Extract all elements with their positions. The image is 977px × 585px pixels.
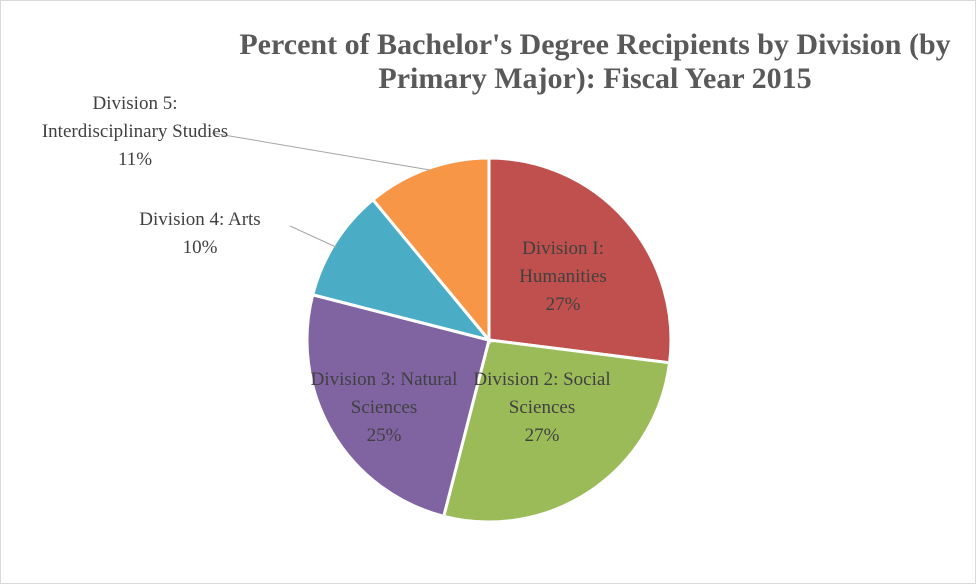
- pie-slice: [370, 156, 491, 345]
- leader-line: [289, 225, 337, 248]
- category-label: Division I: Humanities: [519, 238, 607, 287]
- value-label: 27%: [545, 294, 581, 315]
- pie-slice: [305, 292, 491, 519]
- value-label: 10%: [182, 237, 218, 258]
- category-label: Division 3: Natural Sciences: [310, 369, 458, 418]
- pie-slice: [310, 197, 494, 343]
- leader-line: [211, 132, 431, 171]
- pie-slice: [441, 338, 672, 524]
- category-label: Division 4: Arts: [139, 209, 261, 230]
- value-label: 25%: [366, 425, 402, 446]
- value-label: 11%: [117, 149, 153, 170]
- pie-slice: [487, 156, 673, 365]
- value-label: 27%: [524, 425, 560, 446]
- data-label: Division 5: Interdisciplinary Studies 11%: [40, 90, 230, 174]
- category-label: Division 5: Interdisciplinary Studies: [41, 93, 229, 142]
- data-label: Division I: Humanities 27%: [488, 235, 638, 319]
- category-label: Division 2: Social Sciences: [473, 369, 611, 418]
- data-label: Division 2: Social Sciences 27%: [467, 366, 617, 450]
- data-label: Division 4: Arts 10%: [100, 206, 300, 262]
- data-label: Division 3: Natural Sciences 25%: [309, 366, 459, 450]
- chart-title: Percent of Bachelor's Degree Recipients …: [239, 28, 951, 95]
